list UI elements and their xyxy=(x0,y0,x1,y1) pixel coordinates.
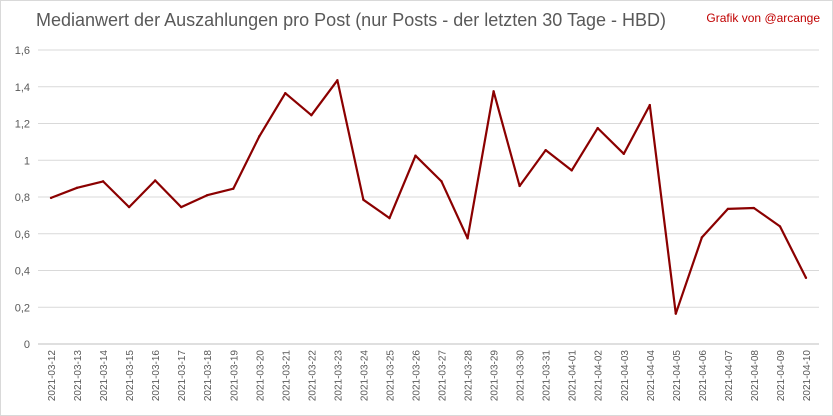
x-tick-label: 2021-03-18 xyxy=(203,350,214,402)
x-tick-label: 2021-03-29 xyxy=(490,350,501,402)
y-tick-label: 0,8 xyxy=(15,192,30,204)
x-tick-label: 2021-03-27 xyxy=(438,350,449,402)
data-point xyxy=(726,207,730,211)
x-tick-label: 2021-04-07 xyxy=(724,350,735,402)
x-tick-label: 2021-03-15 xyxy=(125,350,136,402)
x-tick-label: 2021-03-22 xyxy=(307,350,318,402)
x-tick-label: 2021-03-19 xyxy=(229,350,240,402)
data-point xyxy=(153,179,157,182)
data-point xyxy=(466,237,469,240)
x-tick-label: 2021-03-20 xyxy=(255,350,266,402)
data-point xyxy=(284,91,287,95)
x-tick-label: 2021-03-12 xyxy=(47,350,58,402)
y-tick-label: 1,2 xyxy=(15,119,30,131)
x-tick-label: 2021-03-24 xyxy=(359,350,370,402)
data-point xyxy=(127,205,131,209)
data-point xyxy=(570,169,573,172)
x-tick-label: 2021-03-28 xyxy=(464,350,475,402)
x-tick-label: 2021-04-04 xyxy=(646,350,657,402)
x-tick-label: 2021-04-08 xyxy=(750,350,761,402)
x-tick-label: 2021-03-17 xyxy=(177,350,188,402)
data-point xyxy=(648,103,651,107)
y-tick-label: 0,4 xyxy=(15,266,30,278)
x-tick-label: 2021-03-23 xyxy=(333,350,344,402)
data-point xyxy=(700,236,704,239)
data-point xyxy=(388,216,391,220)
data-point xyxy=(232,187,235,190)
data-point xyxy=(179,205,183,209)
x-tick-label: 2021-03-30 xyxy=(516,350,527,402)
y-tick-label: 0,2 xyxy=(15,302,30,314)
x-tick-label: 2021-04-03 xyxy=(620,350,631,402)
x-tick-label: 2021-04-01 xyxy=(568,350,579,402)
data-point xyxy=(310,114,313,117)
data-point xyxy=(804,276,808,280)
data-point xyxy=(258,135,261,138)
chart-credit: Grafik von @arcange xyxy=(706,11,820,25)
data-point xyxy=(49,196,53,200)
y-tick-label: 0 xyxy=(24,339,30,351)
y-tick-label: 1,6 xyxy=(15,45,30,57)
data-point xyxy=(414,154,417,157)
data-point xyxy=(492,90,495,93)
y-tick-label: 1 xyxy=(24,155,30,167)
data-point xyxy=(362,198,365,201)
x-tick-label: 2021-04-09 xyxy=(776,350,787,402)
chart-title: Medianwert der Auszahlungen pro Post (nu… xyxy=(36,10,666,30)
y-tick-label: 0,6 xyxy=(15,229,30,241)
x-tick-label: 2021-04-06 xyxy=(698,350,709,402)
data-point xyxy=(596,126,599,130)
x-tick-label: 2021-03-13 xyxy=(73,350,84,402)
x-tick-label: 2021-04-05 xyxy=(672,350,683,402)
data-point xyxy=(778,225,782,228)
data-point xyxy=(101,180,105,183)
x-tick-label: 2021-03-26 xyxy=(411,350,422,402)
data-point xyxy=(674,312,678,315)
data-point xyxy=(518,184,521,188)
data-point xyxy=(75,186,79,190)
x-tick-label: 2021-03-31 xyxy=(542,350,553,402)
x-tick-label: 2021-03-14 xyxy=(99,350,110,402)
x-tick-label: 2021-03-21 xyxy=(281,350,292,402)
data-point xyxy=(440,180,443,183)
x-tick-label: 2021-03-25 xyxy=(385,350,396,402)
series-line xyxy=(50,79,807,315)
data-point xyxy=(336,79,339,82)
x-tick-label: 2021-04-10 xyxy=(802,350,813,402)
x-tick-label: 2021-04-02 xyxy=(594,350,605,402)
data-point xyxy=(544,148,547,152)
data-point xyxy=(752,206,756,210)
data-point xyxy=(206,193,209,197)
y-tick-label: 1,4 xyxy=(15,82,30,94)
x-tick-label: 2021-03-16 xyxy=(151,350,162,402)
data-point xyxy=(622,152,625,156)
